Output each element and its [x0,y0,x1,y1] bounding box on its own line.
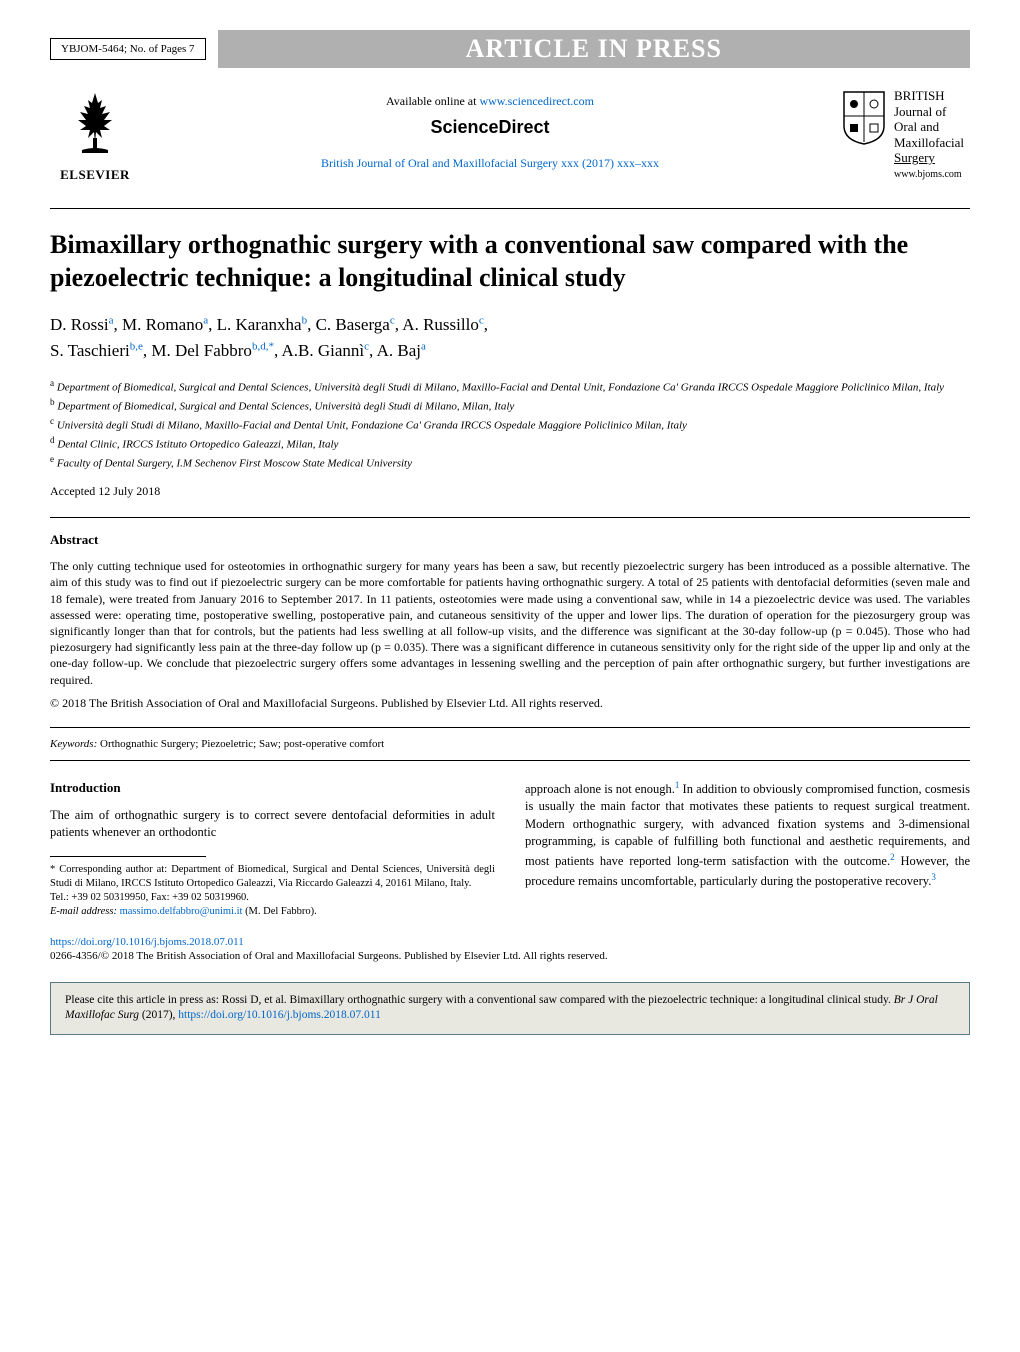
affiliation-d: d Dental Clinic, IRCCS Istituto Ortopedi… [50,434,970,453]
affiliation-c-text: Università degli Studi di Milano, Maxill… [57,420,687,432]
affiliation-c: c Università degli Studi di Milano, Maxi… [50,415,970,434]
email-label: E-mail address: [50,906,120,917]
journal-name-1: Journal of [894,104,964,120]
header-bar: YBJOM-5464; No. of Pages 7 ARTICLE IN PR… [50,30,970,68]
email-name: (M. Del Fabbro). [242,906,316,917]
cite-doi-link[interactable]: https://doi.org/10.1016/j.bjoms.2018.07.… [178,1009,381,1021]
journal-citation-line[interactable]: British Journal of Oral and Maxillofacia… [160,156,820,171]
author: , L. Karanxha [208,315,301,334]
affiliation-e: e Faculty of Dental Surgery, I.M Secheno… [50,453,970,472]
intro-paragraph-left: The aim of orthognathic surgery is to co… [50,807,495,842]
introduction-heading: Introduction [50,779,495,797]
article-id: YBJOM-5464; No. of Pages 7 [50,38,206,60]
email-footnote: E-mail address: massimo.delfabbro@unimi.… [50,905,495,919]
journal-title: BRITISH Journal of Oral and Maxillofacia… [894,88,964,181]
journal-url[interactable]: www.bjoms.com [894,169,964,181]
publisher-name: ELSEVIER [50,167,140,183]
body-columns: Introduction The aim of orthognathic sur… [50,779,970,920]
sciencedirect-url[interactable]: www.sciencedirect.com [479,94,594,108]
author: , M. Romano [113,315,203,334]
affiliation-b-text: Department of Biomedical, Surgical and D… [57,401,514,413]
abstract-copyright: © 2018 The British Association of Oral a… [50,696,970,711]
top-meta: ELSEVIER Available online at www.science… [50,88,970,183]
email-link[interactable]: massimo.delfabbro@unimi.it [120,906,243,917]
author: D. Rossi [50,315,109,334]
author: , C. Baserga [307,315,390,334]
ref-3[interactable]: 3 [931,872,936,882]
affil-sup: b,d, [252,340,269,352]
keywords-label: Keywords: [50,738,97,750]
tel-footnote: Tel.: +39 02 50319950, Fax: +39 02 50319… [50,891,495,905]
journal-name-2: Oral and [894,119,964,135]
sciencedirect-logo: ScienceDirect [160,117,820,138]
doi-link[interactable]: https://doi.org/10.1016/j.bjoms.2018.07.… [50,936,970,948]
author-comma: , [484,315,488,334]
article-title: Bimaxillary orthognathic surgery with a … [50,229,970,294]
divider [50,208,970,209]
affil-sup: a [421,340,426,352]
author: , A. Russillo [395,315,479,334]
journal-name-3: Maxillofacial [894,135,964,151]
keywords: Keywords: Orthognathic Surgery; Piezoele… [50,738,970,750]
journal-shield-icon [840,88,888,146]
intro-text-1: approach alone is not enough. [525,782,675,796]
journal-brand: BRITISH [894,88,964,104]
bottom-copyright: 0266-4356/© 2018 The British Association… [50,950,970,962]
accepted-date: Accepted 12 July 2018 [50,484,970,499]
intro-paragraph-right: approach alone is not enough.1 In additi… [525,779,970,890]
footnote-divider [50,856,206,857]
author: , A.B. Giannì [274,341,364,360]
journal-logo-block: BRITISH Journal of Oral and Maxillofacia… [840,88,970,181]
abstract-heading: Abstract [50,532,970,548]
center-meta: Available online at www.sciencedirect.co… [160,88,820,171]
right-column: approach alone is not enough.1 In additi… [525,779,970,920]
available-online-label: Available online at [386,94,479,108]
cite-text-1: Please cite this article in press as: Ro… [65,994,894,1006]
article-in-press-banner: ARTICLE IN PRESS [218,30,970,68]
abstract-text: The only cutting technique used for oste… [50,558,970,688]
elsevier-tree-icon [60,88,130,158]
authors: D. Rossia, M. Romanoa, L. Karanxhab, C. … [50,312,970,363]
affiliation-a: a Department of Biomedical, Surgical and… [50,377,970,396]
available-online: Available online at www.sciencedirect.co… [160,94,820,109]
author: , A. Baj [369,341,421,360]
affiliation-a-text: Department of Biomedical, Surgical and D… [57,382,944,394]
affiliations: a Department of Biomedical, Surgical and… [50,377,970,472]
keywords-list: Orthognathic Surgery; Piezoeletric; Saw;… [100,738,384,750]
affiliation-e-text: Faculty of Dental Surgery, I.M Sechenov … [57,458,412,470]
section-divider [50,760,970,761]
author: , M. Del Fabbro [143,341,252,360]
publisher-block: ELSEVIER [50,88,140,183]
section-divider [50,517,970,518]
affiliation-b: b Department of Biomedical, Surgical and… [50,396,970,415]
author: S. Taschieri [50,341,130,360]
left-column: Introduction The aim of orthognathic sur… [50,779,495,920]
cite-box: Please cite this article in press as: Ro… [50,982,970,1035]
affil-sup: b,e [130,340,143,352]
journal-name-4: Surgery [894,150,964,166]
divider [50,727,970,728]
affiliation-d-text: Dental Clinic, IRCCS Istituto Ortopedico… [57,439,338,451]
corresponding-footnote: * Corresponding author at: Department of… [50,863,495,891]
cite-text-2: (2017), [139,1009,178,1021]
